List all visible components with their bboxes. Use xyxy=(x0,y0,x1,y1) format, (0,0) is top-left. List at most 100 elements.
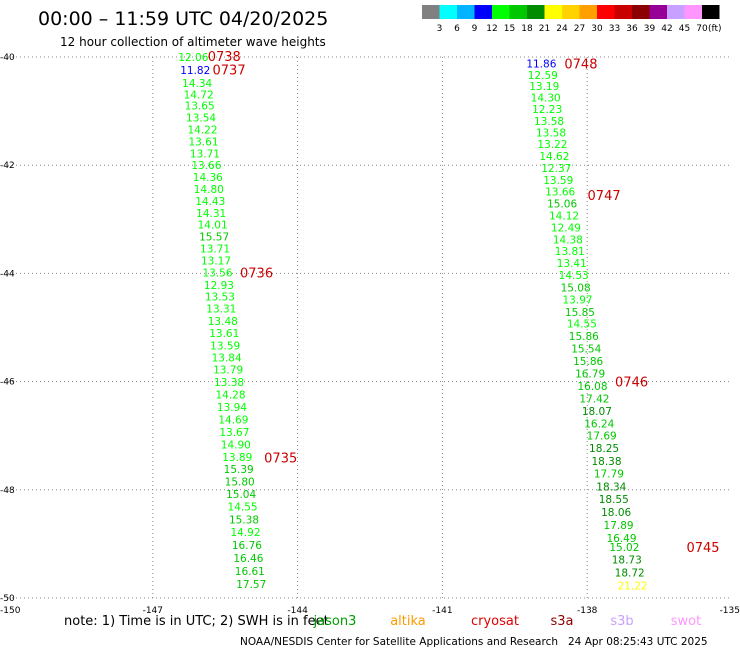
wave-height-value: 12.23 xyxy=(532,104,562,116)
wave-height-value: 16.49 xyxy=(606,533,636,545)
legend-swatch xyxy=(562,5,580,19)
wave-height-value: 15.06 xyxy=(547,199,577,211)
legend-label: 45 xyxy=(679,24,690,34)
wave-height-value: 12.37 xyxy=(541,163,571,175)
wave-height-value: 18.34 xyxy=(596,482,626,494)
satellite-s3b: s3b xyxy=(610,614,633,629)
wave-height-value: 16.24 xyxy=(584,418,614,430)
wave-height-value: 18.25 xyxy=(589,443,619,455)
wave-height-value: 15.57 xyxy=(199,232,229,244)
legend-swatch xyxy=(597,5,615,19)
time-label: 0748 xyxy=(564,57,597,72)
legend-label: 39 xyxy=(644,24,656,34)
wave-height-value: 17.79 xyxy=(594,469,624,481)
wave-height-value: 14.92 xyxy=(230,527,260,539)
wave-height-value: 13.31 xyxy=(206,304,236,316)
wave-height-value: 18.06 xyxy=(601,507,631,519)
wave-height-value: 15.86 xyxy=(569,331,599,343)
legend-label: 9 xyxy=(472,24,478,34)
time-label: 0735 xyxy=(264,451,297,466)
legend-swatch xyxy=(439,5,457,19)
wave-height-value: 12.59 xyxy=(528,70,558,82)
wave-height-value: 13.66 xyxy=(545,187,575,199)
wave-height-value: 13.79 xyxy=(213,365,243,377)
x-tick-label: -138 xyxy=(577,606,598,616)
wave-height-value: 17.42 xyxy=(579,393,609,405)
wave-height-value: 18.72 xyxy=(615,568,645,580)
wave-height-value: 13.61 xyxy=(188,136,218,148)
wave-height-value: 15.04 xyxy=(226,489,256,501)
x-tick-label: -135 xyxy=(720,606,740,616)
satellite-s3a: s3a xyxy=(550,614,573,629)
legend-swatch xyxy=(457,5,475,19)
legend-swatch xyxy=(579,5,597,19)
legend-swatch xyxy=(492,5,510,19)
y-tick-label: -50 xyxy=(0,594,15,604)
wave-height-value: 14.43 xyxy=(195,196,225,208)
wave-height-value: 11.86 xyxy=(526,58,556,70)
satellite-cryosat: cryosat xyxy=(471,614,519,629)
wave-height-value: 14.80 xyxy=(194,184,224,196)
wave-height-value: 14.69 xyxy=(218,414,248,426)
legend-swatch xyxy=(509,5,527,19)
wave-height-value: 18.07 xyxy=(582,406,612,418)
wave-height-value: 12.93 xyxy=(204,280,234,292)
wave-height-value: 14.55 xyxy=(228,502,258,514)
legend-label: 15 xyxy=(504,24,515,34)
satellite-legend: jason3 altika cryosat s3a s3b swot xyxy=(313,614,702,629)
wave-height-value: 13.58 xyxy=(534,116,564,128)
wave-height-value: 18.73 xyxy=(612,555,642,567)
wave-height-value: 16.61 xyxy=(235,566,265,578)
wave-height-value: 12.49 xyxy=(551,222,581,234)
wave-height-value: 15.85 xyxy=(565,307,595,319)
satellite-jason3: jason3 xyxy=(313,614,357,629)
wave-height-value: 13.61 xyxy=(209,328,239,340)
x-tick-label: -147 xyxy=(143,606,163,616)
color-legend: 3 6 9 12 15 18 21 24 27 30 33 36 39 42 45 70 (ft) xyxy=(422,5,722,34)
legend-label: 33 xyxy=(609,24,620,34)
wave-height-value: 14.28 xyxy=(215,390,245,402)
wave-height-value: 13.81 xyxy=(555,246,585,258)
wave-height-value: 15.02 xyxy=(609,542,639,554)
legend-label: 24 xyxy=(556,24,568,34)
wave-height-value: 14.34 xyxy=(182,78,212,90)
time-label: 0738 xyxy=(208,50,241,65)
legend-swatch xyxy=(649,5,667,19)
wave-height-value: 13.94 xyxy=(217,402,247,414)
wave-height-value: 15.38 xyxy=(229,515,259,527)
legend-label: 6 xyxy=(454,24,460,34)
wave-height-value: 15.39 xyxy=(224,464,254,476)
legend-swatch xyxy=(422,5,440,19)
wave-height-value: 14.90 xyxy=(221,439,251,451)
wave-height-value: 15.86 xyxy=(573,356,603,368)
satellite-altika: altika xyxy=(390,614,426,629)
chart-subtitle: 12 hour collection of altimeter wave hei… xyxy=(60,35,326,49)
wave-height-value: 15.08 xyxy=(561,282,591,294)
wave-height-value: 11.82 xyxy=(180,65,210,77)
x-tick-label: -141 xyxy=(432,606,452,616)
wave-height-value: 12.06 xyxy=(178,52,208,64)
wave-height-value: 14.36 xyxy=(193,172,223,184)
wave-height-value: 21.22 xyxy=(618,581,648,593)
legend-swatch xyxy=(632,5,650,19)
time-label: 0745 xyxy=(686,541,719,556)
wave-height-value: 17.89 xyxy=(604,520,634,532)
credit-text: NOAA/NESDIS Center for Satellite Applica… xyxy=(240,636,558,648)
wave-height-value: 13.38 xyxy=(214,377,244,389)
wave-height-value: 18.38 xyxy=(591,456,621,468)
wave-height-value: 17.57 xyxy=(236,579,266,591)
legend-swatch xyxy=(702,5,720,19)
wave-height-value: 14.53 xyxy=(559,270,589,282)
wave-height-value: 14.01 xyxy=(198,220,228,232)
y-tick-label: -40 xyxy=(0,53,15,63)
wave-height-value: 14.62 xyxy=(539,151,569,163)
legend-label: 30 xyxy=(591,24,603,34)
wave-height-value: 18.55 xyxy=(599,494,629,506)
wave-height-value: 14.38 xyxy=(553,234,583,246)
wave-height-value: 13.22 xyxy=(537,139,567,151)
wave-height-value: 16.46 xyxy=(233,553,263,565)
wave-height-value: 13.59 xyxy=(543,175,573,187)
wave-height-value: 14.55 xyxy=(567,319,597,331)
satellite-swot: swot xyxy=(671,614,701,629)
wave-height-value: 13.59 xyxy=(210,340,240,352)
